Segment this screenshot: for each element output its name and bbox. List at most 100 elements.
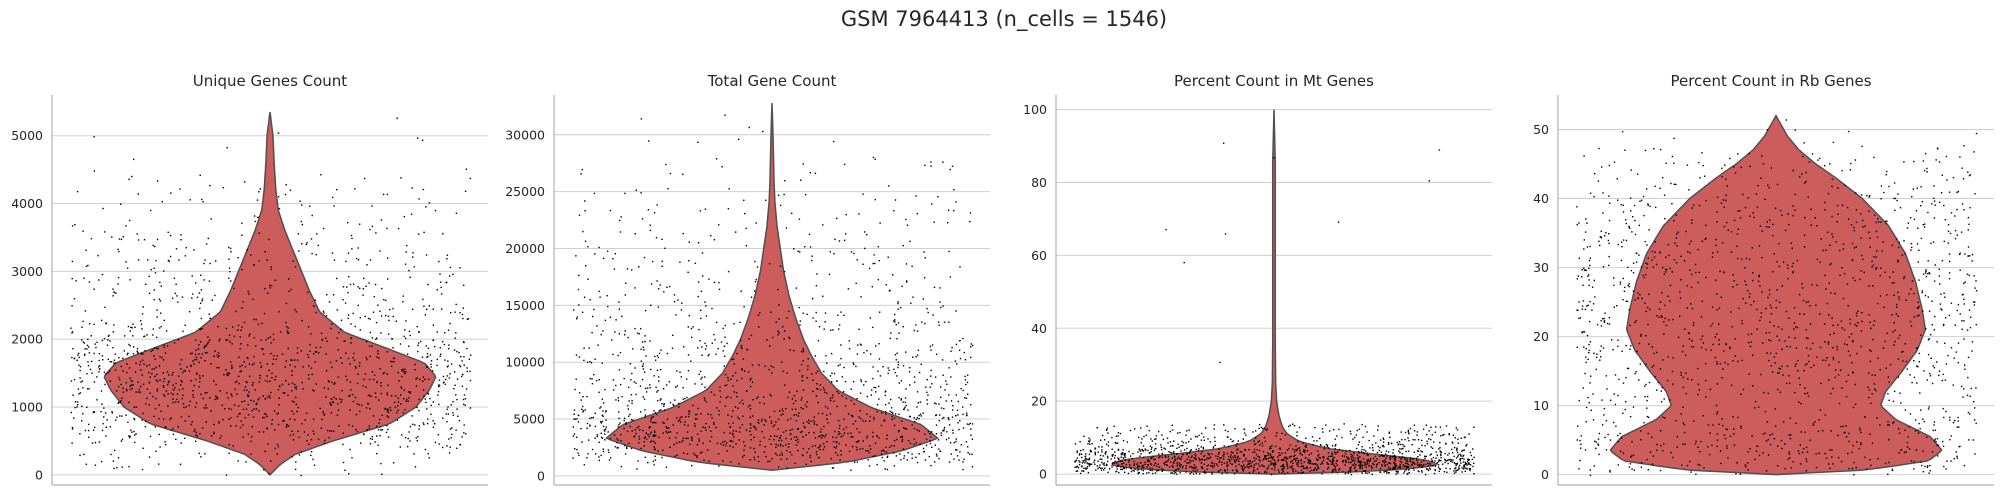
data-point [1766,226,1768,228]
data-point [1259,444,1261,446]
data-point [714,339,716,341]
data-point [1358,441,1360,443]
data-point [896,352,898,354]
data-point [340,401,342,403]
data-point [743,199,745,201]
data-point [156,309,158,311]
data-point [1190,449,1192,451]
data-point [1366,461,1368,463]
data-point [201,327,203,330]
data-point [439,273,441,275]
data-point [440,353,442,355]
data-point [1917,261,1919,263]
data-point [1256,468,1259,470]
data-point [1111,466,1113,468]
data-point [432,339,435,341]
data-point [645,355,647,357]
data-point [1883,191,1885,194]
data-point [930,161,932,163]
data-point [726,442,728,444]
data-point [893,439,896,442]
data-point [1472,465,1474,468]
data-point [1103,469,1105,471]
data-point [1435,451,1437,453]
data-point [165,330,168,332]
data-point [189,352,192,355]
data-point [874,262,876,265]
data-point [279,385,281,388]
data-point [1149,467,1151,469]
data-point [1279,454,1281,456]
data-point [131,175,133,178]
data-point [1156,465,1158,467]
data-point [668,431,670,433]
data-point [750,434,752,436]
data-point [386,392,388,394]
data-point [939,414,941,416]
data-point [896,375,898,377]
data-point [1842,248,1844,250]
data-point [1336,460,1338,462]
data-point [1323,455,1325,458]
data-point [1800,402,1802,405]
data-point [70,411,72,414]
data-point [783,338,785,340]
data-point [104,231,106,233]
data-point [260,365,263,367]
data-point [1438,468,1441,470]
data-point [1277,460,1279,462]
data-point [654,412,656,414]
data-point [400,177,402,179]
data-point [79,392,82,394]
data-point [1434,468,1436,471]
data-point [1427,462,1429,464]
data-point [1106,455,1109,458]
data-point [1360,460,1362,462]
data-point [832,394,834,396]
data-point [1344,464,1346,466]
data-point [1128,461,1130,463]
data-point [872,377,874,380]
data-point [94,426,96,429]
data-point [786,372,788,374]
data-point [194,359,196,361]
data-point [685,416,687,418]
data-point [239,370,241,373]
data-point [208,339,211,341]
data-point [247,403,249,406]
data-point [817,370,819,372]
data-point [1304,445,1306,448]
data-point [1394,464,1396,466]
data-point [931,383,933,385]
data-point [1237,460,1240,462]
data-point [1393,458,1395,461]
data-point [418,331,420,334]
data-point [1200,453,1202,455]
data-point [1314,467,1316,469]
data-point [898,332,900,334]
data-point [1211,462,1213,464]
data-point [272,333,275,336]
data-point [724,405,726,407]
data-point [1406,460,1408,462]
data-point [642,429,644,432]
data-point [1374,455,1377,458]
data-point [644,335,646,337]
data-point [1304,451,1306,454]
data-point [736,379,738,382]
data-point [445,378,447,381]
data-point [314,351,317,353]
data-point [153,347,156,349]
data-point [897,366,899,369]
data-point [1334,438,1336,440]
data-point [1975,422,1977,425]
data-point [380,315,383,317]
data-point [777,194,780,196]
data-point [1652,266,1654,268]
data-point [1255,437,1257,439]
data-point [598,441,600,443]
data-point [401,375,403,378]
data-point [1177,456,1180,458]
data-point [1695,271,1697,274]
